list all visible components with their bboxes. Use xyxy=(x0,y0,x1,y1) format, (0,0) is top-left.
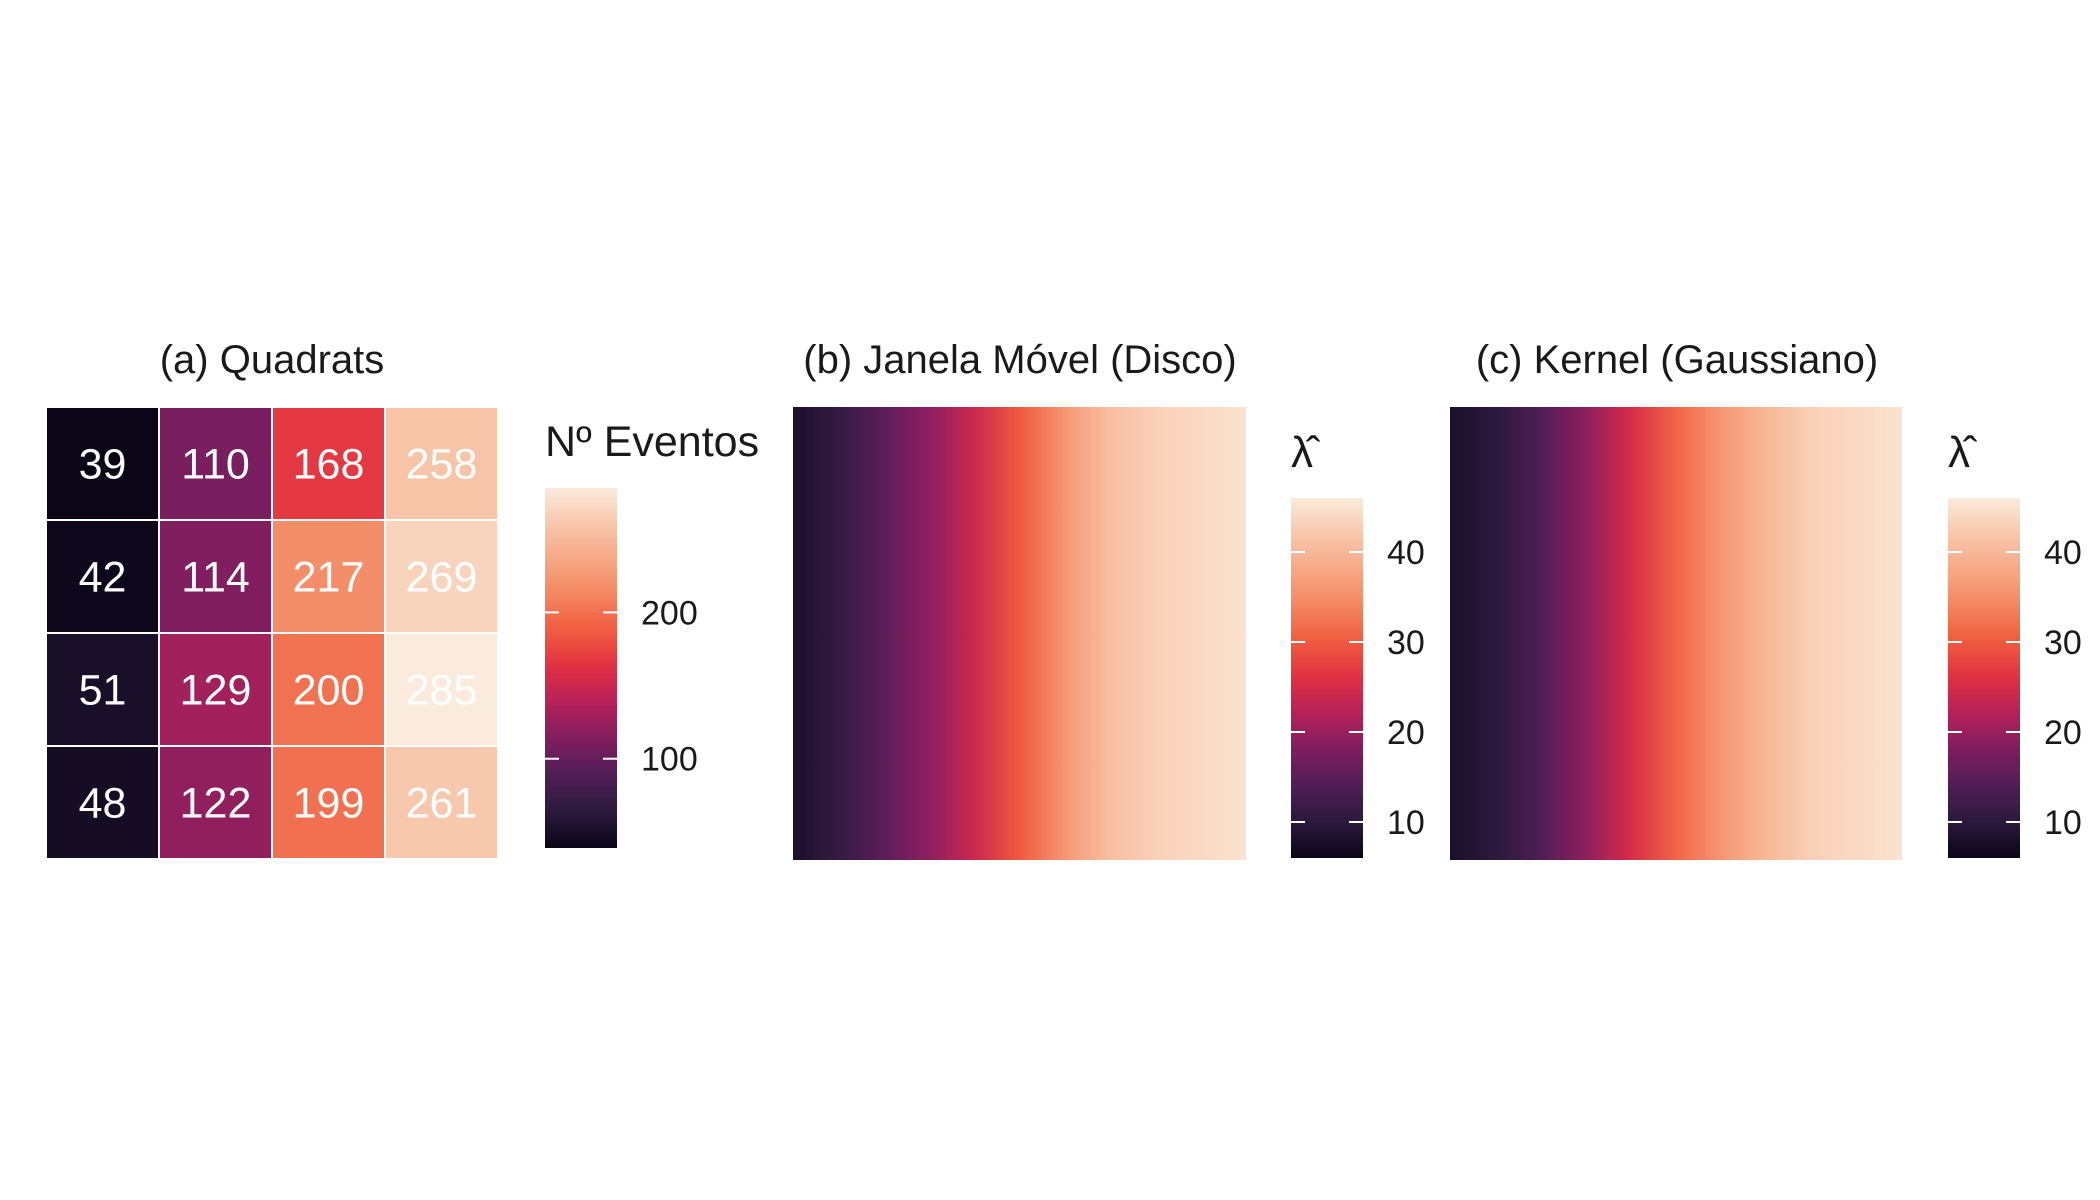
panel-quadrats: (a) Quadrats 39 110 168 258 42 114 217 269 51 129… xyxy=(45,338,759,860)
quadrat-count: 39 xyxy=(79,441,127,489)
legend-c-tick-label: 20 xyxy=(2044,714,2082,752)
quadrat-count: 51 xyxy=(79,667,127,715)
legend-c-title: λ̂ xyxy=(1948,428,1978,477)
legend-b-tick-label: 30 xyxy=(1387,624,1425,662)
quadrat-cell xyxy=(158,406,273,521)
legend-a-tick-label: 100 xyxy=(641,741,698,779)
legend-a-colorbar xyxy=(545,488,617,848)
legend-b-ticks: 10 20 30 40 xyxy=(1291,534,1425,842)
legend-b-title: λ̂ xyxy=(1291,428,1321,477)
quadrat-cell xyxy=(384,406,499,521)
legend-b-tick-label: 20 xyxy=(1387,714,1425,752)
quadrat-count: 48 xyxy=(79,780,127,828)
quadrat-cell xyxy=(384,745,499,860)
quadrat-count: 114 xyxy=(181,554,250,602)
legend-a-tick-label: 200 xyxy=(641,594,698,632)
legend-c-tick-label: 40 xyxy=(2044,534,2082,572)
quadrat-cell xyxy=(158,632,273,747)
quadrat-count: 200 xyxy=(293,667,365,715)
quadrat-count: 122 xyxy=(180,780,252,828)
quadrat-count: 285 xyxy=(406,667,478,715)
legend-b-tick-label: 40 xyxy=(1387,534,1425,572)
legend-c-tick-label: 30 xyxy=(2044,624,2082,662)
legend-b-tick-label: 10 xyxy=(1387,804,1425,842)
quadrat-count: 42 xyxy=(79,554,127,602)
quadrat-count: 199 xyxy=(293,780,365,828)
panel-a-title: (a) Quadrats xyxy=(160,338,385,382)
quadrat-cell xyxy=(158,745,273,860)
quadrat-cell xyxy=(271,406,386,521)
quadrat-cell xyxy=(45,406,160,521)
legend-b-colorbar xyxy=(1291,498,1363,858)
legend-c-colorbar xyxy=(1948,498,2020,858)
panel-moving-window: (b) Janela Móvel (Disco) λ̂ 10 20 30 40 xyxy=(793,338,1425,860)
quadrat-count: 269 xyxy=(406,554,478,602)
intensity-map-b xyxy=(793,407,1246,860)
quadrat-count: 261 xyxy=(406,780,478,828)
quadrat-grid: 39 110 168 258 42 114 217 269 51 129 200 285 48 122 19… xyxy=(45,406,499,860)
legend-a-title: Nº Eventos xyxy=(545,418,759,466)
quadrat-count: 110 xyxy=(181,441,250,489)
legend-c-tick-label: 10 xyxy=(2044,804,2082,842)
quadrat-count: 258 xyxy=(406,441,478,489)
quadrat-cell xyxy=(45,745,160,860)
panel-kernel: (c) Kernel (Gaussiano) λ̂ 10 20 30 40 xyxy=(1450,338,2082,860)
quadrat-count: 217 xyxy=(293,554,365,602)
intensity-map-c xyxy=(1450,407,1902,860)
quadrat-count: 129 xyxy=(180,667,252,715)
legend-a-ticks: 100 200 xyxy=(545,594,698,779)
legend-c-ticks: 10 20 30 40 xyxy=(1948,534,2082,842)
quadrat-cell xyxy=(384,632,499,747)
quadrat-cell xyxy=(158,519,273,634)
quadrat-count: 168 xyxy=(293,441,365,489)
quadrat-cell xyxy=(384,519,499,634)
panel-b-title: (b) Janela Móvel (Disco) xyxy=(803,338,1236,382)
panel-c-title: (c) Kernel (Gaussiano) xyxy=(1476,338,1878,382)
